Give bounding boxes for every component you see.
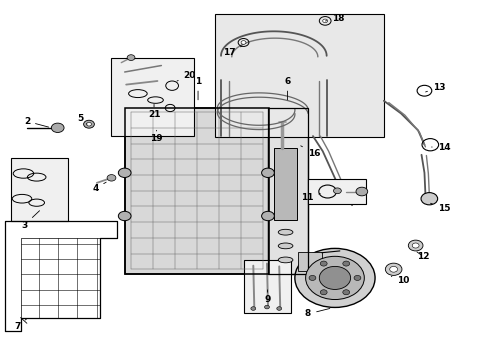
Circle shape [319, 266, 350, 289]
Circle shape [241, 41, 245, 44]
Text: 14: 14 [431, 143, 449, 152]
Text: 3: 3 [21, 211, 40, 230]
Text: 12: 12 [416, 252, 428, 261]
Text: 16: 16 [300, 146, 320, 158]
Circle shape [250, 307, 255, 310]
Circle shape [118, 168, 131, 177]
Circle shape [353, 275, 360, 280]
Circle shape [385, 263, 401, 275]
Text: 2: 2 [24, 117, 49, 127]
Circle shape [86, 122, 91, 126]
Circle shape [320, 290, 326, 295]
Text: 5: 5 [78, 114, 87, 124]
Text: 18: 18 [325, 14, 344, 23]
Circle shape [127, 55, 135, 60]
Circle shape [389, 266, 397, 272]
Circle shape [308, 275, 315, 280]
Text: 20: 20 [177, 71, 196, 81]
Circle shape [118, 211, 131, 221]
Text: 10: 10 [390, 276, 409, 285]
Circle shape [342, 290, 349, 295]
Circle shape [420, 193, 437, 205]
Bar [244, 260, 290, 313]
Circle shape [322, 19, 327, 23]
Bar [124, 108, 268, 274]
Circle shape [294, 248, 374, 307]
Circle shape [51, 123, 64, 132]
Bar [11, 158, 68, 221]
Ellipse shape [278, 257, 292, 263]
Text: 21: 21 [147, 104, 160, 119]
Bar [267, 108, 307, 274]
Circle shape [261, 168, 274, 177]
Bar [273, 148, 297, 220]
Circle shape [407, 240, 422, 251]
Ellipse shape [278, 229, 292, 235]
Circle shape [411, 243, 418, 248]
Bar [298, 252, 321, 271]
Circle shape [107, 175, 116, 181]
Text: 13: 13 [425, 83, 445, 92]
Circle shape [333, 188, 341, 194]
Circle shape [342, 261, 349, 266]
Circle shape [261, 211, 274, 221]
Bar [124, 108, 268, 274]
Bar [111, 58, 193, 136]
Text: 4: 4 [92, 182, 106, 193]
Text: 6: 6 [284, 77, 290, 100]
Text: 11: 11 [300, 193, 320, 202]
Circle shape [276, 307, 281, 310]
Text: 7: 7 [14, 319, 27, 331]
Circle shape [355, 187, 367, 196]
Text: 19: 19 [150, 130, 163, 143]
Ellipse shape [278, 243, 292, 249]
Circle shape [305, 256, 364, 300]
Text: 15: 15 [429, 203, 449, 212]
Text: 8: 8 [305, 309, 329, 319]
Bar [267, 108, 307, 274]
Bar [215, 14, 383, 137]
Text: 1: 1 [195, 77, 201, 100]
Bar [307, 179, 365, 204]
Text: 9: 9 [264, 290, 270, 304]
Circle shape [83, 120, 94, 128]
Circle shape [264, 305, 269, 309]
Text: 17: 17 [222, 46, 242, 57]
Circle shape [320, 261, 326, 266]
